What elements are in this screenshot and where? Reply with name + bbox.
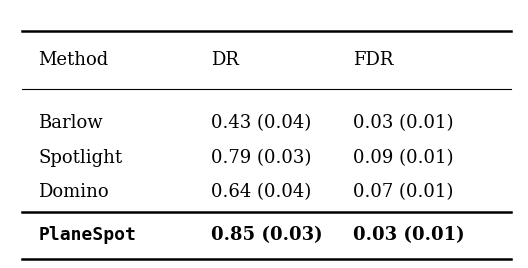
- Text: 0.64 (0.04): 0.64 (0.04): [212, 183, 312, 201]
- Text: 0.43 (0.04): 0.43 (0.04): [212, 114, 312, 132]
- Text: FDR: FDR: [353, 51, 394, 69]
- Text: Barlow: Barlow: [38, 114, 103, 132]
- Text: 0.79 (0.03): 0.79 (0.03): [212, 149, 312, 167]
- Text: 0.03 (0.01): 0.03 (0.01): [353, 114, 454, 132]
- Text: 0.09 (0.01): 0.09 (0.01): [353, 149, 454, 167]
- Text: Domino: Domino: [38, 183, 109, 201]
- Text: Method: Method: [38, 51, 108, 69]
- Text: 0.85 (0.03): 0.85 (0.03): [212, 226, 323, 244]
- Text: 0.07 (0.01): 0.07 (0.01): [353, 183, 454, 201]
- Text: DR: DR: [212, 51, 239, 69]
- Text: PlaneSpot: PlaneSpot: [38, 226, 136, 244]
- Text: 0.03 (0.01): 0.03 (0.01): [353, 226, 465, 244]
- Text: Spotlight: Spotlight: [38, 149, 122, 167]
